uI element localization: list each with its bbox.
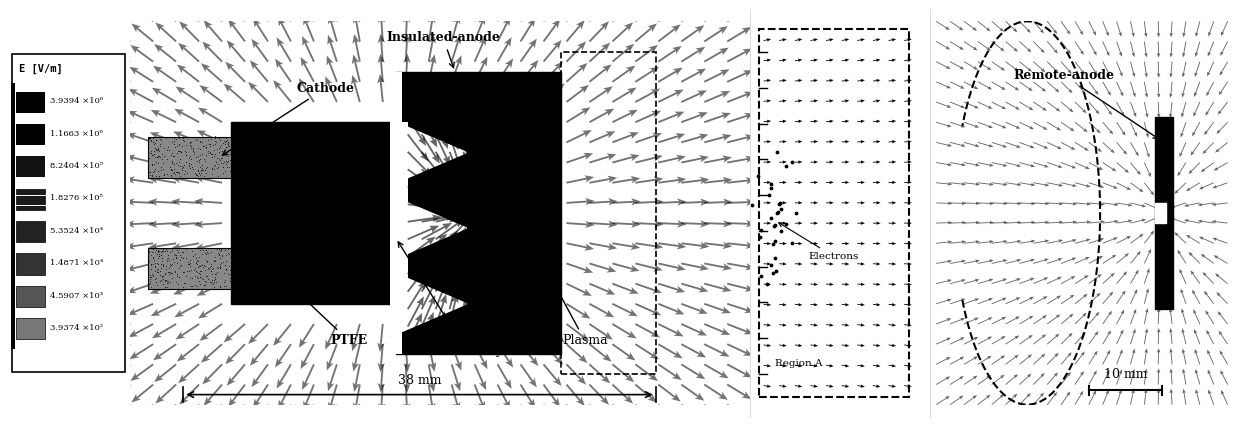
Point (763, 270, 782, 276)
Bar (16, 221, 46, 242)
Point (782, 158, 802, 165)
Point (766, 268, 786, 275)
Point (768, 210, 787, 217)
Point (748, 173, 768, 179)
Point (771, 227, 791, 234)
Text: PTFE: PTFE (281, 276, 367, 347)
Text: 1.4871 ×10⁴: 1.4871 ×10⁴ (50, 259, 103, 267)
Point (763, 240, 782, 247)
FancyBboxPatch shape (759, 29, 909, 397)
Text: 8.2404 ×10⁵: 8.2404 ×10⁵ (50, 162, 103, 170)
Point (786, 210, 806, 216)
Text: 3.9394 ×10⁶: 3.9394 ×10⁶ (50, 97, 103, 105)
Text: E [V/m]: E [V/m] (20, 64, 63, 74)
Point (760, 184, 780, 191)
Bar (16, 156, 46, 177)
Polygon shape (396, 122, 466, 183)
Point (759, 191, 779, 198)
Point (770, 200, 790, 207)
Point (775, 163, 795, 170)
Text: Plasma: Plasma (505, 192, 608, 347)
Bar (11, 83, 15, 349)
Bar (396, 72, 562, 354)
Polygon shape (396, 198, 466, 259)
Text: Region A: Region A (775, 360, 823, 368)
Bar (16, 318, 46, 339)
Point (764, 223, 784, 230)
Point (768, 209, 787, 216)
Text: Insulated-anode: Insulated-anode (386, 32, 500, 68)
Point (782, 240, 802, 247)
Point (761, 214, 781, 221)
Bar (16, 92, 46, 112)
Text: 10 mm: 10 mm (1104, 368, 1147, 381)
Bar (16, 286, 46, 307)
Text: 4.5907 ×10³: 4.5907 ×10³ (50, 291, 103, 299)
Point (776, 220, 796, 227)
Bar (562, 52, 656, 374)
Bar (148, 137, 231, 178)
Bar (16, 253, 46, 274)
Text: 1.8276 ×10⁵: 1.8276 ×10⁵ (50, 194, 103, 202)
Point (765, 254, 785, 261)
Text: 1.1663 ×10⁶: 1.1663 ×10⁶ (50, 130, 103, 138)
Point (766, 148, 786, 155)
FancyBboxPatch shape (231, 122, 396, 304)
Bar (1154, 117, 1173, 309)
Point (750, 273, 770, 279)
Point (761, 261, 781, 268)
Point (761, 181, 781, 187)
Point (765, 222, 785, 228)
Text: Cathode: Cathode (222, 82, 355, 155)
Bar (16, 189, 46, 210)
Text: 3.9374 ×10²: 3.9374 ×10² (50, 324, 103, 332)
Text: Insulation layer: Insulation layer (398, 242, 516, 357)
Text: Electrons: Electrons (779, 223, 859, 261)
Bar (16, 124, 46, 145)
Point (750, 233, 770, 240)
Point (770, 201, 790, 207)
Text: 38 mm: 38 mm (398, 374, 441, 387)
Point (765, 238, 785, 245)
FancyBboxPatch shape (12, 55, 125, 371)
Bar (396, 122, 408, 304)
Polygon shape (396, 273, 466, 334)
Text: Remote-anode: Remote-anode (1013, 69, 1158, 139)
Bar (148, 248, 231, 289)
Bar (1154, 203, 1166, 222)
Point (771, 205, 791, 212)
Text: 5.3524 ×10⁴: 5.3524 ×10⁴ (50, 227, 103, 235)
Point (758, 281, 777, 288)
Bar (391, 72, 402, 354)
Point (750, 227, 770, 233)
Point (743, 202, 763, 209)
